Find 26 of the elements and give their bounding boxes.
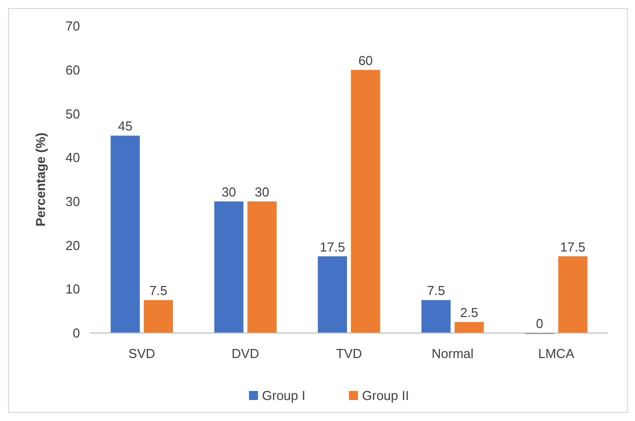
data-label: 17.5	[320, 239, 346, 254]
legend-label: Group I	[262, 388, 306, 403]
data-label: 0	[536, 316, 544, 331]
x-tick-label: SVD	[128, 346, 156, 361]
y-tick-label: 70	[66, 18, 80, 34]
y-tick-label: 10	[66, 282, 80, 297]
data-label: 60	[358, 52, 373, 68]
y-tick-label: 20	[66, 238, 80, 253]
data-label: 2.5	[460, 305, 478, 320]
y-tick-label: 50	[66, 106, 80, 122]
data-label: 45	[118, 118, 132, 134]
data-label: 7.5	[426, 283, 446, 298]
data-label: 30	[254, 184, 270, 200]
x-tick-label: LMCA	[538, 346, 575, 361]
y-axis-title: Percentage (%)	[33, 132, 48, 226]
legend-label: Group II	[362, 388, 409, 403]
data-label: 17.5	[560, 239, 586, 254]
x-tick-label: DVD	[232, 346, 260, 361]
data-label: 30	[222, 184, 236, 200]
x-tick-label: Normal	[432, 346, 474, 361]
y-tick-label: 30	[66, 194, 80, 209]
x-tick-label: TVD	[336, 346, 362, 361]
y-tick-label: 40	[66, 150, 80, 166]
y-tick-label: 0	[72, 326, 80, 341]
data-label: 7.5	[149, 283, 168, 298]
y-tick-label: 60	[66, 62, 80, 78]
